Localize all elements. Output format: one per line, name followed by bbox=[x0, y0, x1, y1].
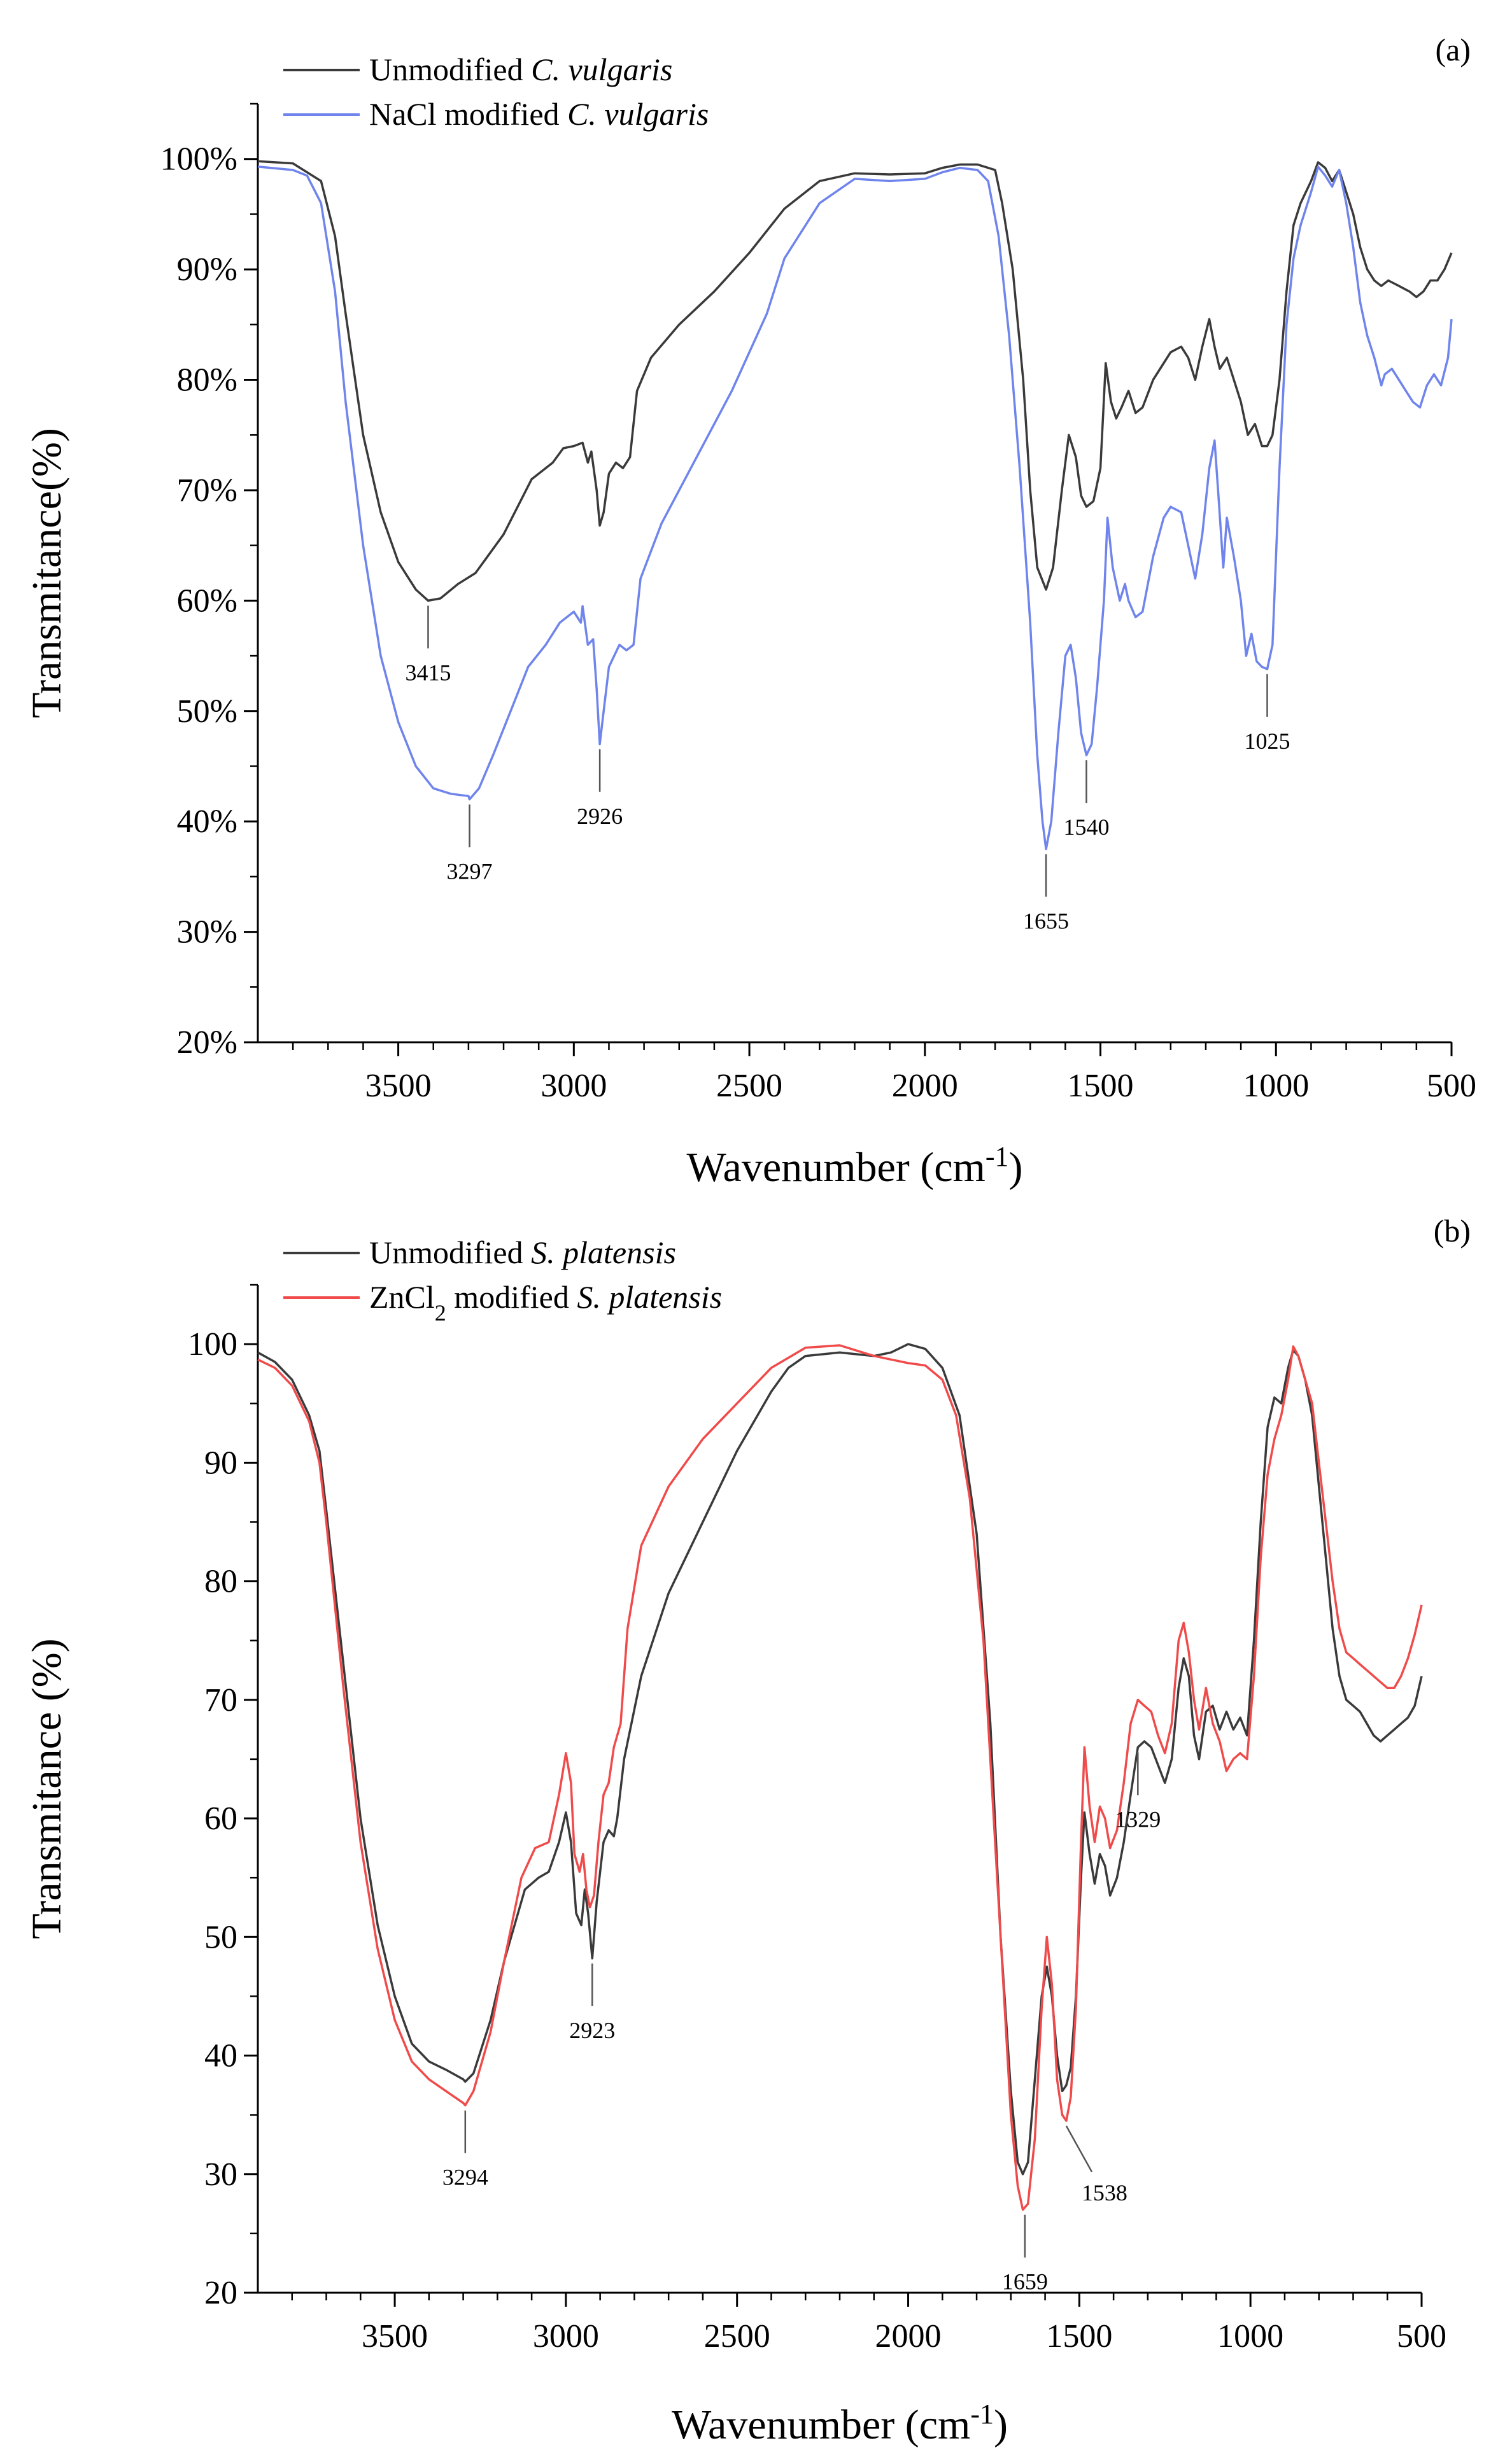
x-axis-title: Wavenumber (cm-1) bbox=[672, 2398, 1008, 2449]
y-tick-label: 40 bbox=[204, 2038, 237, 2074]
panel-label: (b) bbox=[1434, 1213, 1471, 1249]
legend-species: S. platensis bbox=[531, 1235, 676, 1270]
legend-label-1: Unmodified S. platensis bbox=[369, 1235, 676, 1270]
series-line-2 bbox=[257, 166, 1453, 851]
x-tick-label: 2500 bbox=[716, 1068, 782, 1104]
y-tick-label: 50 bbox=[204, 1919, 237, 1955]
annotation-label: 1659 bbox=[1002, 2269, 1048, 2295]
annotation-label: 1329 bbox=[1115, 1806, 1161, 1832]
x-axis-title-end: ) bbox=[994, 2402, 1008, 2448]
legend-label-1: Unmodified C. vulgaris bbox=[369, 52, 672, 87]
series-line-1 bbox=[257, 160, 1453, 602]
y-tick-label: 90% bbox=[177, 251, 237, 288]
series-line-2 bbox=[257, 1344, 1423, 2211]
annotation-label: 1655 bbox=[1023, 909, 1069, 934]
legend-label-2: NaCl modified C. vulgaris bbox=[369, 96, 709, 132]
panel-label: (a) bbox=[1436, 32, 1471, 67]
y-axis-title: Transmitance(%) bbox=[24, 428, 70, 718]
annotation-label: 2923 bbox=[569, 2018, 615, 2043]
y-tick-label: 30 bbox=[204, 2156, 237, 2193]
legend-text-part: Unmodified bbox=[369, 52, 531, 87]
x-tick-label: 500 bbox=[1427, 1068, 1476, 1104]
annotation-label: 3415 bbox=[405, 660, 451, 685]
y-tick-label: 20 bbox=[204, 2275, 237, 2311]
x-tick-label: 1000 bbox=[1217, 2318, 1283, 2354]
x-axis-title-text: Wavenumber (cm bbox=[687, 1144, 986, 1191]
legend-text-part: NaCl modified bbox=[369, 96, 567, 132]
x-tick-label: 2000 bbox=[875, 2318, 942, 2354]
x-axis-title-superscript: -1 bbox=[986, 1141, 1009, 1172]
annotation-label: 1538 bbox=[1082, 2180, 1127, 2206]
y-tick-label: 80% bbox=[177, 362, 237, 399]
chart-panel-a: 20% 30% 40% 50% 60% 70% 80% 90% 100% 3500 3000 2500… bbox=[24, 32, 1476, 1191]
x-tick-label: 2500 bbox=[704, 2318, 770, 2354]
x-tick-label: 3500 bbox=[365, 1068, 432, 1104]
x-tick-label: 3500 bbox=[362, 2318, 428, 2354]
x-tick-label: 500 bbox=[1397, 2318, 1446, 2354]
y-tick-label: 100% bbox=[160, 141, 237, 178]
y-tick-label: 60% bbox=[177, 583, 237, 619]
annotation-label: 1025 bbox=[1244, 728, 1290, 754]
x-axis-title-superscript: -1 bbox=[970, 2398, 994, 2430]
y-tick-label: 40% bbox=[177, 804, 237, 840]
x-tick-label: 3000 bbox=[533, 2318, 599, 2354]
y-tick-label: 30% bbox=[177, 914, 237, 951]
y-tick-label: 80 bbox=[204, 1564, 237, 1600]
legend-label-2: ZnCl2 modified S. platensis bbox=[369, 1279, 722, 1326]
annotation-leader bbox=[1065, 2125, 1093, 2172]
annotation-label: 2926 bbox=[577, 804, 623, 829]
x-axis-title-text: Wavenumber (cm bbox=[672, 2402, 970, 2448]
legend-species: S. platensis bbox=[577, 1279, 722, 1315]
y-tick-label: 70 bbox=[204, 1682, 237, 1718]
x-tick-label: 3000 bbox=[541, 1068, 607, 1104]
x-axis-title: Wavenumber (cm-1) bbox=[687, 1141, 1023, 1191]
x-tick-label: 1000 bbox=[1243, 1068, 1309, 1104]
legend-subscript: 2 bbox=[435, 1300, 446, 1326]
y-tick-label: 50% bbox=[177, 693, 237, 730]
legend-text-part: Unmodified bbox=[369, 1235, 531, 1270]
annotation-label: 3294 bbox=[442, 2165, 488, 2190]
legend-text-part: ZnCl bbox=[369, 1279, 435, 1315]
y-tick-label: 70% bbox=[177, 472, 237, 509]
legend-text-part: modified bbox=[446, 1279, 577, 1315]
y-tick-label: 20% bbox=[177, 1024, 237, 1061]
y-tick-label: 90 bbox=[204, 1445, 237, 1481]
legend-species: C. vulgaris bbox=[567, 96, 709, 132]
y-axis-title: Transmitance (%) bbox=[24, 1638, 70, 1939]
x-tick-label: 1500 bbox=[1046, 2318, 1112, 2354]
annotation-label: 1540 bbox=[1063, 814, 1109, 840]
annotation-label: 3297 bbox=[447, 858, 493, 884]
x-axis-title-end: ) bbox=[1009, 1144, 1023, 1191]
x-tick-label: 1500 bbox=[1068, 1068, 1134, 1104]
legend-species: C. vulgaris bbox=[531, 52, 672, 87]
y-tick-label: 100 bbox=[188, 1326, 237, 1363]
y-tick-label: 60 bbox=[204, 1801, 237, 1837]
x-tick-label: 2000 bbox=[892, 1068, 958, 1104]
